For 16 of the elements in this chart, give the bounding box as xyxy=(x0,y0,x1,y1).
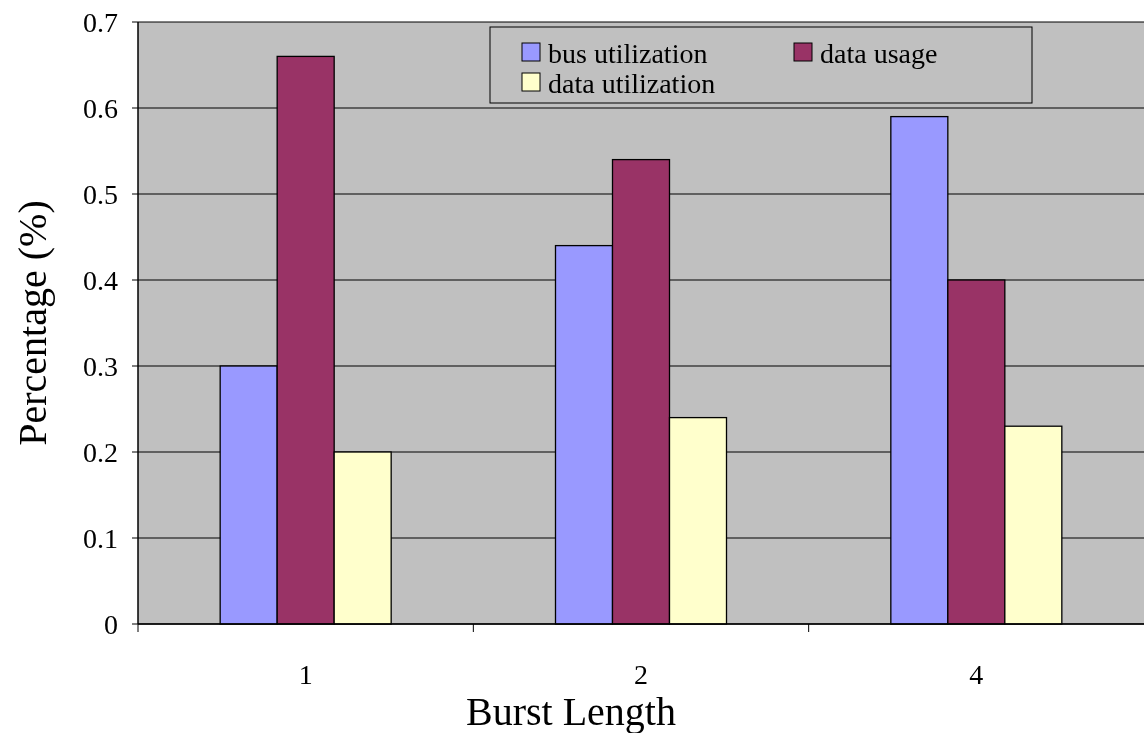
y-axis-title: Percentage (%) xyxy=(10,200,55,446)
legend-label: data usage xyxy=(820,37,938,69)
legend-label: data utilization xyxy=(548,67,716,99)
y-tick-label: 0.1 xyxy=(83,522,118,554)
y-tick-label: 0.3 xyxy=(83,350,118,382)
y-tick-label: 0.5 xyxy=(83,178,118,210)
x-tick-label: 2 xyxy=(634,659,648,690)
x-tick-label: 4 xyxy=(969,659,984,690)
x-axis-title: Burst Length xyxy=(466,689,676,733)
legend-label: bus utilization xyxy=(548,37,708,69)
y-tick-label: 0.7 xyxy=(83,6,118,38)
y-tick-label: 0 xyxy=(104,608,118,640)
x-tick-label: 1 xyxy=(298,659,313,690)
y-tick-label: 0.4 xyxy=(83,264,118,296)
y-tick-label: 0.6 xyxy=(83,92,118,124)
y-tick-label: 0.2 xyxy=(83,436,118,468)
